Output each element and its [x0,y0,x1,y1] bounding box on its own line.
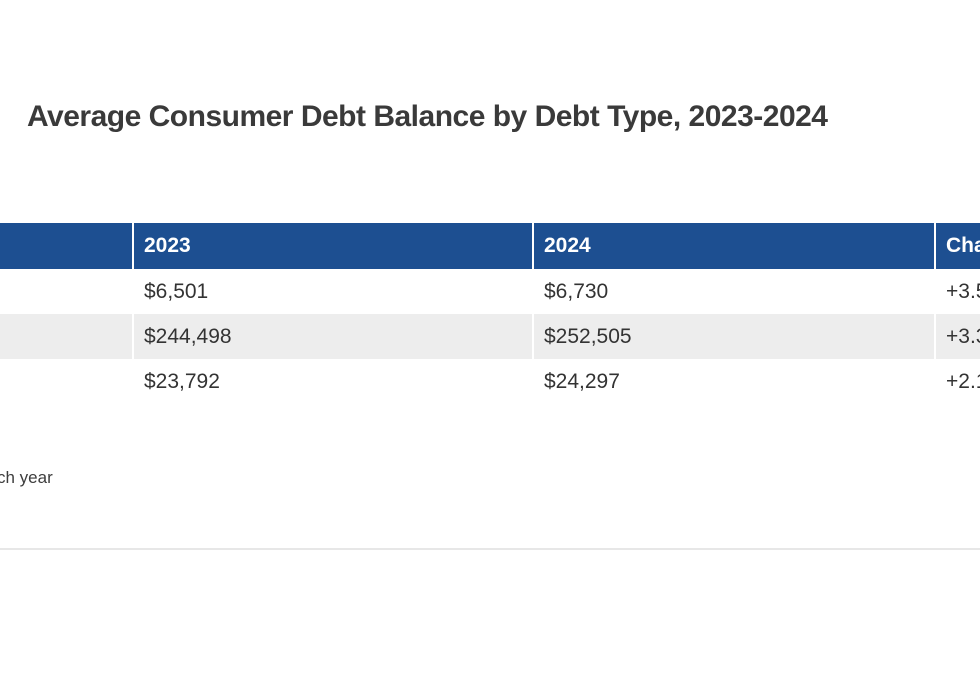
debt-table-container: 2023 2024 Change $6,501 $6,730 +3.5% $24… [0,223,980,404]
cell-debt-type [0,269,132,314]
cell-2023-value: $6,501 [132,269,532,314]
cell-2024-value: $24,297 [532,359,934,404]
cell-2023-value: $244,498 [132,314,532,359]
table-row: $244,498 $252,505 +3.3% [0,314,980,359]
column-header-2023: 2023 [132,223,532,269]
cell-2024-value: $252,505 [532,314,934,359]
cell-debt-type [0,314,132,359]
cell-2024-value: $6,730 [532,269,934,314]
table-header-row: 2023 2024 Change [0,223,980,269]
table-row: $6,501 $6,730 +3.5% [0,269,980,314]
cell-change-value: +3.5% [934,269,980,314]
cell-change-value: +3.3% [934,314,980,359]
column-header-change: Change [934,223,980,269]
debt-table: 2023 2024 Change $6,501 $6,730 +3.5% $24… [0,223,980,404]
section-divider [0,548,980,550]
page-title: Average Consumer Debt Balance by Debt Ty… [27,100,828,133]
column-header-debt-type [0,223,132,269]
cell-change-value: +2.1% [934,359,980,404]
column-header-2024: 2024 [532,223,934,269]
cell-debt-type [0,359,132,404]
table-row: $23,792 $24,297 +2.1% [0,359,980,404]
source-footnote: ch year [0,468,53,487]
cell-2023-value: $23,792 [132,359,532,404]
